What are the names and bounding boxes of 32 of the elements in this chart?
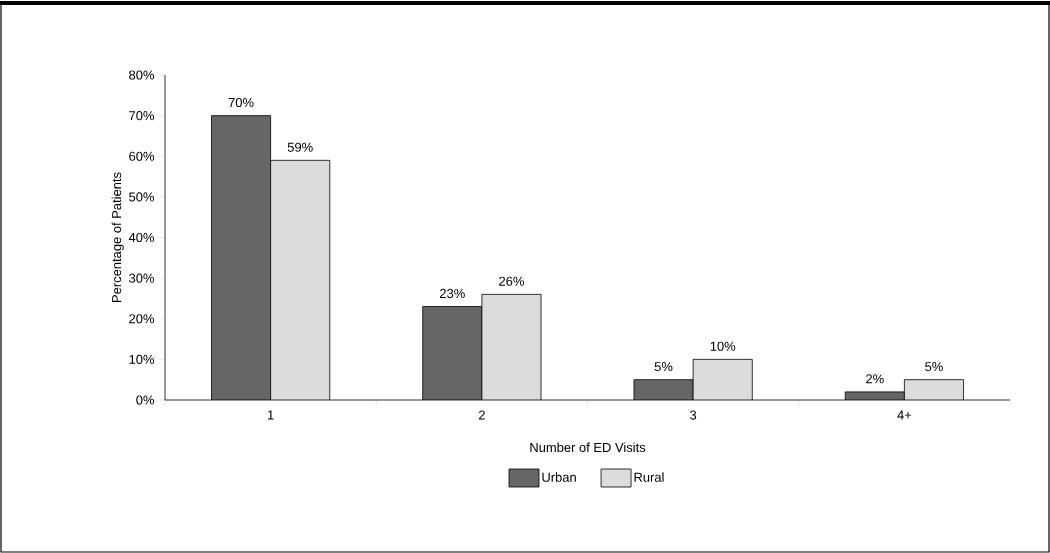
bar: [903, 379, 964, 400]
data-label: 70%: [228, 97, 254, 108]
x-tick-label: 2: [478, 410, 485, 420]
y-tick-label: 60%: [129, 151, 155, 161]
y-tick-label: 20%: [129, 314, 155, 324]
y-tick-label: 0%: [136, 395, 155, 405]
x-tick-label: 4+: [897, 410, 912, 420]
bar: [211, 115, 271, 400]
data-label: 26%: [499, 276, 524, 286]
bar: [693, 359, 753, 400]
data-label: 5%: [925, 362, 943, 372]
y-tick-label: 80%: [129, 70, 155, 80]
bar: [633, 379, 694, 400]
legend-label: Rural: [634, 472, 664, 482]
data-label: 59%: [287, 142, 313, 152]
y-axis-title: Percentage of Patients: [111, 172, 124, 302]
y-tick-label: 30%: [129, 273, 155, 283]
bar: [422, 306, 482, 400]
x-tick-label: 1: [268, 410, 274, 420]
data-label: 23%: [440, 288, 465, 299]
data-label: 5%: [654, 362, 673, 372]
data-label: 2%: [866, 374, 884, 384]
legend-label: Urban: [542, 472, 576, 482]
x-axis-title: Number of ED Visits: [530, 442, 646, 453]
bar: [270, 160, 330, 400]
y-tick-label: 10%: [129, 354, 155, 364]
y-tick-label: 70%: [129, 111, 155, 121]
x-tick-label: 3: [690, 410, 697, 420]
y-tick-label: 40%: [128, 232, 155, 243]
bar: [481, 294, 542, 400]
y-tick-label: 50%: [129, 192, 155, 202]
data-label: 10%: [710, 341, 736, 351]
